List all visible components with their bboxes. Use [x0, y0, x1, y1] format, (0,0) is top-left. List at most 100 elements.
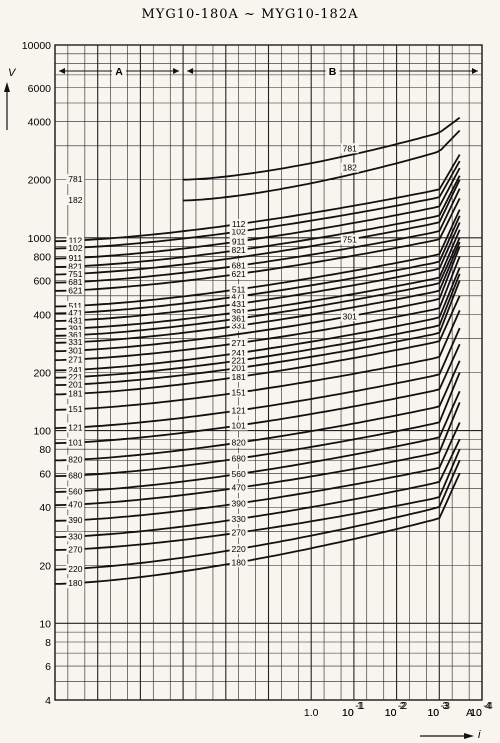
series-label-bg	[66, 277, 85, 288]
series-label-mid: 911	[232, 236, 246, 246]
series-label-bg	[66, 268, 85, 279]
series-label-bg	[66, 486, 85, 497]
series-label-mid: 511	[232, 284, 246, 294]
series-line-390	[54, 422, 461, 522]
series-label-right: 182	[343, 163, 357, 173]
series-label-left: 270	[68, 544, 82, 554]
series-label-bg	[66, 323, 85, 334]
series-label-bg	[229, 482, 248, 493]
series-label-left: 821	[68, 261, 82, 271]
y-tick-label: 80	[39, 444, 51, 456]
region-arrow-left	[187, 68, 194, 74]
series-label-bg	[66, 337, 85, 348]
x-axis-label: i	[478, 729, 481, 741]
series-label-left: 911	[69, 253, 83, 263]
series-label-bg	[229, 307, 248, 318]
series-label-mid: 101	[232, 420, 246, 430]
series-line-621	[54, 197, 461, 292]
series-line-751	[54, 179, 461, 276]
y-tick-label: 20	[39, 560, 51, 572]
series-label-left: 181	[68, 389, 82, 399]
series-label-bg	[66, 379, 85, 390]
series-label-left: 680	[68, 470, 82, 480]
region-arrow-left	[59, 68, 65, 74]
series-label-bg	[229, 371, 248, 382]
series-label-bg	[229, 527, 248, 538]
x-axis-unit: A	[466, 707, 473, 719]
x-tick-exponent: 2	[400, 700, 406, 712]
series-label-left: 621	[68, 285, 82, 295]
series-label-mid: 151	[232, 387, 246, 397]
series-label-left: 301	[68, 346, 82, 356]
chart-title: MYG10-180A ~ MYG10-182A	[142, 7, 359, 22]
x-tick-label: 10	[342, 707, 354, 719]
series-label-left: 112	[69, 236, 83, 246]
series-label-bg	[229, 320, 248, 331]
series-line-180	[54, 472, 461, 585]
x-direction-arrow	[420, 733, 474, 739]
series-label-bg	[229, 260, 248, 271]
series-label-bg	[66, 285, 85, 296]
series-label-left: 121	[68, 422, 82, 432]
series-label-bg	[229, 453, 248, 464]
series-label-left: 102	[68, 243, 82, 253]
series-line-220	[54, 460, 461, 571]
series-label-bg	[229, 298, 248, 309]
series-label-mid: 361	[232, 313, 246, 323]
series-label-bg	[66, 437, 85, 448]
series-label-bg	[66, 499, 85, 510]
series-label-bg	[340, 311, 359, 322]
y-axis-label: V	[8, 67, 17, 79]
series-label-mid: 431	[232, 299, 246, 309]
series-label-bg	[66, 261, 85, 272]
x-tick-exponent: -1	[355, 700, 364, 712]
series-label-left: 271	[68, 354, 82, 364]
series-label-right: 781	[343, 143, 357, 153]
series-line-391	[54, 229, 461, 330]
series-label-mid: 181	[232, 372, 246, 382]
series-label-left: 182	[68, 195, 82, 205]
series-line-121	[54, 327, 461, 429]
series-line-102	[54, 160, 461, 250]
series-label-bg	[229, 437, 248, 448]
y-tick-label: 6	[45, 661, 51, 673]
region-label-bg	[325, 64, 340, 76]
series-line-560	[54, 390, 461, 493]
series-label-bg	[66, 315, 85, 326]
y-tick-label: 800	[33, 251, 51, 263]
series-label-bg	[66, 194, 85, 205]
series-line-241	[54, 267, 461, 372]
series-label-left: 390	[68, 515, 82, 525]
y-tick-label: 1000	[28, 233, 52, 245]
series-line-271	[54, 256, 461, 361]
series-label-left: 330	[68, 531, 82, 541]
series-label-mid: 390	[232, 498, 246, 508]
series-label-bg	[66, 330, 85, 341]
series-label-bg	[229, 219, 248, 230]
x-tick-label: 10	[385, 707, 397, 719]
x-tick-exponent: -4	[483, 700, 492, 712]
series-label-mid: 331	[232, 321, 246, 331]
series-label-bg	[229, 355, 248, 366]
series-line-331	[54, 241, 461, 344]
y-tick-label: 4000	[28, 117, 52, 129]
series-label-mid: 270	[232, 528, 246, 538]
series-line-470	[54, 402, 461, 507]
series-line-201	[54, 280, 461, 386]
series-label-right: 751	[343, 235, 357, 245]
x-tick-label: 1.0	[304, 707, 319, 719]
series-label-bg	[229, 362, 248, 373]
series-label-bg	[66, 563, 85, 574]
y-tick-label: 40	[39, 502, 51, 514]
series-label-bg	[229, 387, 248, 398]
series-line-101	[54, 343, 461, 445]
series-label-mid: 470	[232, 483, 246, 493]
series-line-681	[54, 188, 461, 284]
series-label-bg	[66, 578, 85, 589]
series-label-bg	[229, 268, 248, 279]
series-label-left: 361	[68, 330, 82, 340]
series-label-bg	[66, 422, 85, 433]
x-tick-label: 10	[385, 707, 397, 719]
series-line-781	[183, 116, 461, 181]
